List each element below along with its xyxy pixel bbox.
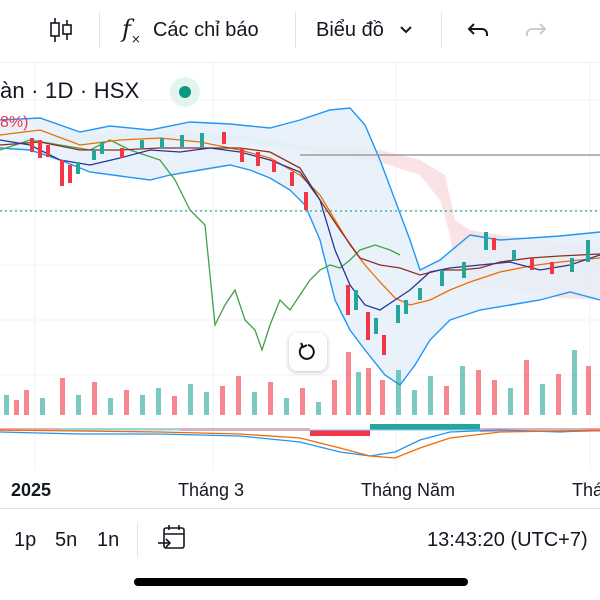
- top-toolbar: f× Các chỉ báo Biểu đồ: [0, 0, 600, 60]
- toolbar-divider: [99, 12, 100, 48]
- signal-line: [0, 429, 600, 459]
- chart-legend: àn · 1D · HSX: [0, 76, 140, 106]
- time-label-may: Tháng Năm: [361, 480, 456, 500]
- range-1p[interactable]: 1p: [14, 529, 37, 551]
- chevron-down-icon: [400, 26, 412, 34]
- price-chart[interactable]: [0, 62, 600, 502]
- time-label-2025: 2025: [11, 480, 52, 500]
- range-1n[interactable]: 1n: [97, 529, 120, 551]
- time-axis: 2025 Tháng 3 Tháng Năm Thá: [0, 470, 600, 506]
- undo-icon[interactable]: [464, 10, 492, 50]
- bottom-bar: 1p 5n 1n 13:43:20 (UTC+7): [0, 508, 600, 569]
- timezone-clock[interactable]: 13:43:20 (UTC+7): [427, 529, 588, 551]
- symbol-title: àn · 1D · HSX: [0, 78, 140, 103]
- change-percent: 8%): [0, 114, 29, 131]
- time-label-march: Tháng 3: [178, 480, 245, 500]
- indicators-label: Các chỉ báo: [152, 18, 259, 41]
- calendar-goto-icon[interactable]: [156, 523, 188, 560]
- chart-type-label: Biểu đồ: [316, 18, 384, 41]
- toolbar-divider: [441, 12, 442, 48]
- volume-bars: [4, 350, 591, 415]
- bottom-divider: [137, 523, 138, 557]
- reset-chart-button[interactable]: [289, 333, 327, 371]
- fx-icon: f×: [122, 14, 141, 46]
- redo-icon[interactable]: [522, 10, 550, 50]
- candles-icon[interactable]: [46, 10, 76, 50]
- reset-icon: [298, 342, 315, 360]
- candles: [30, 132, 590, 355]
- range-5n[interactable]: 5n: [55, 529, 78, 551]
- bollinger-lower: [0, 147, 600, 386]
- toolbar-divider: [295, 12, 296, 48]
- market-status-icon: [170, 77, 200, 107]
- lagging-span: [0, 139, 401, 353]
- indicators-button[interactable]: f× Các chỉ báo: [122, 10, 259, 50]
- bollinger-fill: [0, 108, 600, 385]
- chart-type-button[interactable]: Biểu đồ: [316, 10, 414, 50]
- home-indicator: [134, 578, 468, 586]
- kijun-line: [0, 141, 600, 276]
- time-label-next: Thá: [572, 480, 600, 500]
